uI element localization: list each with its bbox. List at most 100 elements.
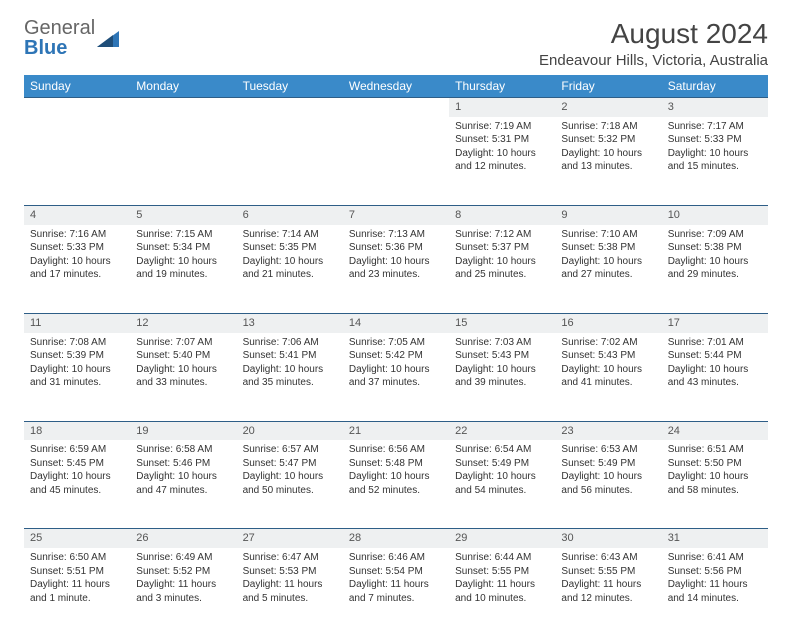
daylight-text: Daylight: 10 hours and 31 minutes. — [30, 363, 124, 390]
day-details: Sunrise: 6:44 AMSunset: 5:55 PMDaylight:… — [449, 548, 555, 609]
daylight-text: Daylight: 10 hours and 15 minutes. — [668, 147, 762, 174]
day-number: 11 — [24, 313, 130, 332]
day-number — [24, 98, 130, 117]
day-number: 6 — [237, 205, 343, 224]
day-number: 20 — [237, 421, 343, 440]
day-cell: Sunrise: 6:59 AMSunset: 5:45 PMDaylight:… — [24, 440, 130, 529]
details-row: Sunrise: 7:08 AMSunset: 5:39 PMDaylight:… — [24, 333, 768, 422]
day-number: 9 — [555, 205, 661, 224]
sunset-text: Sunset: 5:46 PM — [136, 457, 230, 471]
sunset-text: Sunset: 5:50 PM — [668, 457, 762, 471]
sunset-text: Sunset: 5:37 PM — [455, 241, 549, 255]
sunset-text: Sunset: 5:43 PM — [455, 349, 549, 363]
day-details: Sunrise: 6:46 AMSunset: 5:54 PMDaylight:… — [343, 548, 449, 609]
sunset-text: Sunset: 5:32 PM — [561, 133, 655, 147]
daynum-row: 18192021222324 — [24, 421, 768, 440]
day-details: Sunrise: 6:51 AMSunset: 5:50 PMDaylight:… — [662, 440, 768, 501]
day-number: 22 — [449, 421, 555, 440]
daylight-text: Daylight: 10 hours and 17 minutes. — [30, 255, 124, 282]
day-details: Sunrise: 7:05 AMSunset: 5:42 PMDaylight:… — [343, 333, 449, 394]
day-cell: Sunrise: 7:12 AMSunset: 5:37 PMDaylight:… — [449, 225, 555, 314]
daylight-text: Daylight: 10 hours and 50 minutes. — [243, 470, 337, 497]
day-cell: Sunrise: 6:54 AMSunset: 5:49 PMDaylight:… — [449, 440, 555, 529]
sunrise-text: Sunrise: 6:51 AM — [668, 443, 762, 457]
daylight-text: Daylight: 10 hours and 39 minutes. — [455, 363, 549, 390]
sunset-text: Sunset: 5:43 PM — [561, 349, 655, 363]
sunset-text: Sunset: 5:55 PM — [561, 565, 655, 579]
day-number: 27 — [237, 529, 343, 548]
day-details: Sunrise: 7:10 AMSunset: 5:38 PMDaylight:… — [555, 225, 661, 286]
sunset-text: Sunset: 5:49 PM — [561, 457, 655, 471]
sunset-text: Sunset: 5:42 PM — [349, 349, 443, 363]
day-cell — [237, 117, 343, 206]
day-number: 2 — [555, 98, 661, 117]
daylight-text: Daylight: 10 hours and 12 minutes. — [455, 147, 549, 174]
day-number: 4 — [24, 205, 130, 224]
day-number: 1 — [449, 98, 555, 117]
logo: General Blue — [24, 18, 119, 58]
sunrise-text: Sunrise: 7:07 AM — [136, 336, 230, 350]
day-cell: Sunrise: 7:07 AMSunset: 5:40 PMDaylight:… — [130, 333, 236, 422]
sunset-text: Sunset: 5:41 PM — [243, 349, 337, 363]
sunset-text: Sunset: 5:47 PM — [243, 457, 337, 471]
day-number: 3 — [662, 98, 768, 117]
day-details: Sunrise: 6:50 AMSunset: 5:51 PMDaylight:… — [24, 548, 130, 609]
day-details: Sunrise: 7:09 AMSunset: 5:38 PMDaylight:… — [662, 225, 768, 286]
sunrise-text: Sunrise: 7:19 AM — [455, 120, 549, 134]
title-block: August 2024 Endeavour Hills, Victoria, A… — [539, 18, 768, 69]
sunrise-text: Sunrise: 7:18 AM — [561, 120, 655, 134]
daylight-text: Daylight: 10 hours and 45 minutes. — [30, 470, 124, 497]
day-details: Sunrise: 6:41 AMSunset: 5:56 PMDaylight:… — [662, 548, 768, 609]
sunrise-text: Sunrise: 7:09 AM — [668, 228, 762, 242]
weekday-header: Sunday — [24, 75, 130, 98]
daylight-text: Daylight: 10 hours and 27 minutes. — [561, 255, 655, 282]
day-details: Sunrise: 7:17 AMSunset: 5:33 PMDaylight:… — [662, 117, 768, 178]
day-details: Sunrise: 6:54 AMSunset: 5:49 PMDaylight:… — [449, 440, 555, 501]
day-number: 13 — [237, 313, 343, 332]
daylight-text: Daylight: 10 hours and 54 minutes. — [455, 470, 549, 497]
sunset-text: Sunset: 5:53 PM — [243, 565, 337, 579]
day-cell: Sunrise: 6:47 AMSunset: 5:53 PMDaylight:… — [237, 548, 343, 636]
sunrise-text: Sunrise: 7:08 AM — [30, 336, 124, 350]
day-details: Sunrise: 7:16 AMSunset: 5:33 PMDaylight:… — [24, 225, 130, 286]
daylight-text: Daylight: 10 hours and 29 minutes. — [668, 255, 762, 282]
day-number: 31 — [662, 529, 768, 548]
sunset-text: Sunset: 5:44 PM — [668, 349, 762, 363]
day-cell: Sunrise: 6:58 AMSunset: 5:46 PMDaylight:… — [130, 440, 236, 529]
sunrise-text: Sunrise: 6:44 AM — [455, 551, 549, 565]
sunset-text: Sunset: 5:34 PM — [136, 241, 230, 255]
day-number: 28 — [343, 529, 449, 548]
day-cell: Sunrise: 7:01 AMSunset: 5:44 PMDaylight:… — [662, 333, 768, 422]
logo-text-1: General — [24, 17, 95, 39]
location: Endeavour Hills, Victoria, Australia — [539, 52, 768, 69]
sunset-text: Sunset: 5:38 PM — [668, 241, 762, 255]
sunrise-text: Sunrise: 7:16 AM — [30, 228, 124, 242]
sunset-text: Sunset: 5:45 PM — [30, 457, 124, 471]
day-details: Sunrise: 7:06 AMSunset: 5:41 PMDaylight:… — [237, 333, 343, 394]
day-number: 21 — [343, 421, 449, 440]
weekday-header: Friday — [555, 75, 661, 98]
day-cell: Sunrise: 7:19 AMSunset: 5:31 PMDaylight:… — [449, 117, 555, 206]
day-details: Sunrise: 7:08 AMSunset: 5:39 PMDaylight:… — [24, 333, 130, 394]
day-details: Sunrise: 6:47 AMSunset: 5:53 PMDaylight:… — [237, 548, 343, 609]
day-details: Sunrise: 7:03 AMSunset: 5:43 PMDaylight:… — [449, 333, 555, 394]
sunrise-text: Sunrise: 7:06 AM — [243, 336, 337, 350]
details-row: Sunrise: 7:16 AMSunset: 5:33 PMDaylight:… — [24, 225, 768, 314]
day-cell: Sunrise: 7:06 AMSunset: 5:41 PMDaylight:… — [237, 333, 343, 422]
day-number: 30 — [555, 529, 661, 548]
sunset-text: Sunset: 5:54 PM — [349, 565, 443, 579]
daylight-text: Daylight: 10 hours and 43 minutes. — [668, 363, 762, 390]
daylight-text: Daylight: 11 hours and 1 minute. — [30, 578, 124, 605]
sunrise-text: Sunrise: 6:46 AM — [349, 551, 443, 565]
day-details: Sunrise: 7:13 AMSunset: 5:36 PMDaylight:… — [343, 225, 449, 286]
sunset-text: Sunset: 5:48 PM — [349, 457, 443, 471]
day-number: 24 — [662, 421, 768, 440]
day-cell: Sunrise: 6:43 AMSunset: 5:55 PMDaylight:… — [555, 548, 661, 636]
day-cell: Sunrise: 6:56 AMSunset: 5:48 PMDaylight:… — [343, 440, 449, 529]
sunrise-text: Sunrise: 6:54 AM — [455, 443, 549, 457]
day-cell: Sunrise: 6:44 AMSunset: 5:55 PMDaylight:… — [449, 548, 555, 636]
day-details: Sunrise: 6:49 AMSunset: 5:52 PMDaylight:… — [130, 548, 236, 609]
daylight-text: Daylight: 10 hours and 13 minutes. — [561, 147, 655, 174]
day-number: 5 — [130, 205, 236, 224]
sunrise-text: Sunrise: 7:15 AM — [136, 228, 230, 242]
